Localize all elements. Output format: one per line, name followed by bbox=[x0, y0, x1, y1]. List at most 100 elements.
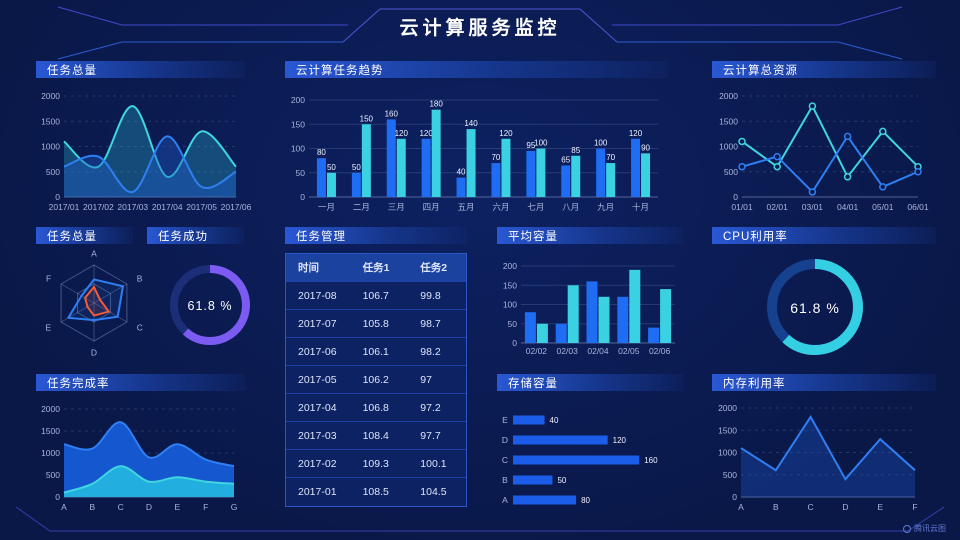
panel-title: 任务总量 bbox=[47, 64, 97, 77]
svg-text:0: 0 bbox=[55, 492, 60, 502]
svg-text:85: 85 bbox=[571, 146, 580, 155]
table-cell: 99.8 bbox=[420, 289, 441, 302]
table-row: 2017-07 105.8 98.7 bbox=[286, 310, 466, 338]
svg-text:2017/02: 2017/02 bbox=[83, 202, 114, 212]
avg-capacity-bar-chart: 0 50 100 150 200 02/02 02/03 02/04 02/05 02/06 bbox=[503, 261, 675, 356]
table-cell: 108.4 bbox=[362, 429, 389, 442]
svg-text:1500: 1500 bbox=[719, 116, 738, 126]
task-table: 时间 任务1 任务2 2017-08 106.7 99.8 2017-07 105.8 98.7… bbox=[285, 253, 467, 507]
watermark-text: 腾讯云图 bbox=[914, 524, 946, 533]
svg-text:200: 200 bbox=[503, 261, 517, 271]
panel-title: 云计算总资源 bbox=[723, 64, 798, 77]
panel-header-avg-capacity: 平均容量 bbox=[497, 227, 683, 244]
svg-text:40: 40 bbox=[550, 416, 559, 425]
svg-text:A: A bbox=[738, 502, 744, 512]
svg-text:A: A bbox=[502, 495, 508, 505]
table-row: 2017-03 108.4 97.7 bbox=[286, 422, 466, 450]
svg-text:02/02: 02/02 bbox=[526, 346, 548, 356]
svg-text:100: 100 bbox=[534, 139, 548, 148]
svg-text:六月: 六月 bbox=[492, 202, 509, 212]
svg-text:02/01: 02/01 bbox=[767, 202, 789, 212]
svg-text:一月: 一月 bbox=[318, 202, 335, 212]
svg-text:160: 160 bbox=[385, 109, 399, 118]
svg-text:160: 160 bbox=[644, 456, 658, 465]
svg-text:四月: 四月 bbox=[423, 202, 440, 212]
svg-text:50: 50 bbox=[508, 319, 518, 329]
svg-text:D: D bbox=[91, 347, 97, 357]
svg-text:0: 0 bbox=[733, 192, 738, 202]
svg-text:1000: 1000 bbox=[718, 448, 737, 458]
table-row: 2017-08 106.7 99.8 bbox=[286, 282, 466, 310]
trend-bar-chart: 0501001502008050160120407095651001205015… bbox=[291, 95, 658, 212]
svg-text:120: 120 bbox=[629, 129, 643, 138]
svg-text:2000: 2000 bbox=[41, 91, 60, 101]
svg-text:05/01: 05/01 bbox=[872, 202, 894, 212]
svg-text:120: 120 bbox=[419, 129, 433, 138]
svg-text:F: F bbox=[46, 273, 51, 283]
table-cell: 104.5 bbox=[420, 486, 447, 498]
svg-text:B: B bbox=[502, 475, 508, 485]
table-cell: 2017-07 bbox=[298, 317, 337, 330]
svg-text:180: 180 bbox=[429, 100, 443, 109]
svg-text:0: 0 bbox=[55, 192, 60, 202]
table-cell: 106.1 bbox=[362, 345, 389, 358]
panel-header-task-total-line: 任务总量 bbox=[36, 61, 245, 78]
svg-text:150: 150 bbox=[360, 114, 374, 123]
svg-text:140: 140 bbox=[464, 119, 478, 128]
table-cell: 108.5 bbox=[362, 486, 389, 498]
svg-text:70: 70 bbox=[606, 153, 615, 162]
table-cell: 98.2 bbox=[420, 345, 441, 358]
panel-header-task-radar: 任务总量 bbox=[36, 227, 133, 244]
svg-text:E: E bbox=[502, 415, 508, 425]
table-row: 2017-04 106.8 97.2 bbox=[286, 394, 466, 422]
table-cell: 98.7 bbox=[420, 317, 441, 330]
table-cell: 2017-08 bbox=[298, 289, 337, 302]
svg-text:D: D bbox=[146, 502, 152, 512]
table-row: 2017-01 108.5 104.5 bbox=[286, 478, 466, 506]
table-cell: 106.8 bbox=[362, 401, 389, 414]
svg-text:120: 120 bbox=[613, 436, 627, 445]
table-row: 2017-02 109.3 100.1 bbox=[286, 450, 466, 478]
table-cell: 105.8 bbox=[362, 317, 389, 330]
panel-title: 任务成功 bbox=[158, 230, 208, 243]
svg-text:04/01: 04/01 bbox=[837, 202, 859, 212]
table-cell: 109.3 bbox=[362, 457, 389, 470]
svg-text:1500: 1500 bbox=[718, 425, 737, 435]
svg-text:90: 90 bbox=[641, 143, 650, 152]
svg-text:01/01: 01/01 bbox=[731, 202, 753, 212]
svg-text:B: B bbox=[137, 273, 143, 283]
svg-text:B: B bbox=[89, 502, 95, 512]
svg-text:2017/06: 2017/06 bbox=[221, 202, 252, 212]
table-cell: 106.7 bbox=[362, 289, 389, 302]
svg-text:E: E bbox=[46, 323, 52, 333]
table-header-cell: 任务2 bbox=[420, 262, 448, 274]
svg-text:八月: 八月 bbox=[562, 202, 579, 212]
svg-text:五月: 五月 bbox=[458, 202, 475, 212]
page-title: 云计算服务监控 bbox=[399, 18, 561, 39]
task-radar-chart: A B C D E F bbox=[46, 249, 143, 358]
svg-text:70: 70 bbox=[491, 153, 500, 162]
svg-text:A: A bbox=[91, 249, 97, 259]
svg-text:120: 120 bbox=[395, 129, 409, 138]
panel-title: 存储容量 bbox=[508, 377, 558, 390]
svg-text:十月: 十月 bbox=[632, 202, 649, 212]
panel-title: 任务管理 bbox=[296, 230, 346, 243]
svg-text:02/06: 02/06 bbox=[649, 346, 671, 356]
svg-text:50: 50 bbox=[352, 163, 361, 172]
panel-title: 任务完成率 bbox=[47, 377, 110, 390]
svg-text:500: 500 bbox=[46, 167, 60, 177]
svg-text:二月: 二月 bbox=[353, 202, 370, 212]
svg-text:50: 50 bbox=[327, 163, 336, 172]
svg-text:50: 50 bbox=[296, 168, 306, 178]
svg-text:1000: 1000 bbox=[41, 142, 60, 152]
svg-text:40: 40 bbox=[457, 168, 466, 177]
svg-text:02/03: 02/03 bbox=[557, 346, 579, 356]
table-header-cell: 任务1 bbox=[362, 262, 390, 274]
svg-text:65: 65 bbox=[561, 155, 570, 164]
storage-hbar-chart: E 40 D 120 C 160 B 50 A 80 bbox=[502, 415, 658, 505]
panel-header-resources: 云计算总资源 bbox=[712, 61, 936, 78]
panel-title: CPU利用率 bbox=[723, 230, 788, 243]
svg-text:D: D bbox=[502, 435, 508, 445]
watermark-logo-icon bbox=[903, 524, 911, 533]
svg-text:80: 80 bbox=[581, 496, 590, 505]
